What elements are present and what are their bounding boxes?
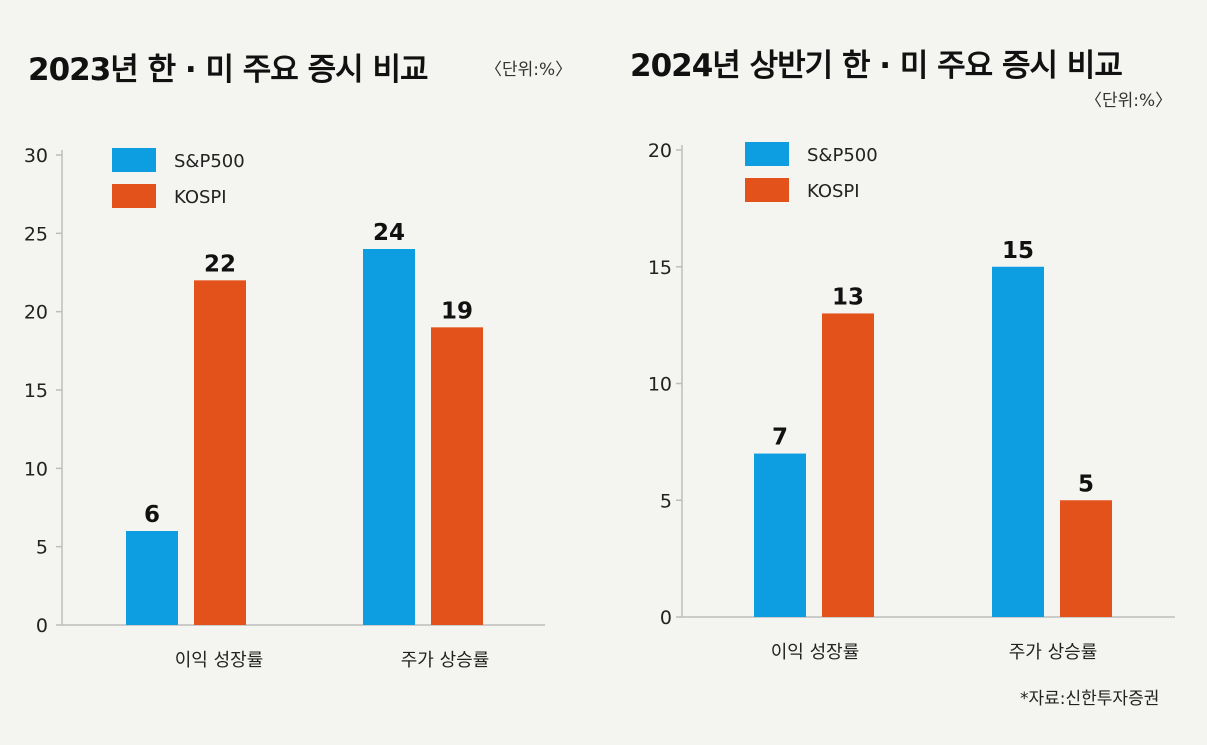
x-category-label: 이익 성장률	[771, 642, 860, 663]
legend-label: KOSPI	[807, 181, 860, 202]
bar	[126, 531, 178, 625]
bar	[431, 327, 483, 625]
bar	[363, 249, 415, 625]
chart-title-2024: 2024년 상반기 한 · 미 주요 증시 비교	[630, 48, 1123, 84]
data-label: 13	[832, 284, 864, 310]
x-category-label: 주가 상승률	[1009, 642, 1098, 663]
y-tick-label: 30	[24, 145, 48, 167]
y-tick-label: 5	[660, 490, 672, 512]
y-tick-label: 25	[24, 223, 48, 245]
y-tick-label: 20	[648, 140, 672, 162]
unit-label-2024: 〈단위:%〉	[1085, 91, 1173, 111]
y-tick-label: 20	[24, 302, 48, 324]
bar	[754, 453, 806, 617]
bar	[1060, 500, 1112, 617]
unit-label-2023: 〈단위:%〉	[485, 60, 573, 80]
x-category-label: 주가 상승률	[401, 650, 490, 671]
legend-swatch-1	[112, 184, 156, 208]
data-label: 15	[1002, 238, 1034, 264]
legend-swatch-1	[745, 178, 789, 202]
bar	[194, 280, 246, 625]
legend-swatch-0	[745, 142, 789, 166]
legend-swatch-0	[112, 148, 156, 172]
data-label: 24	[373, 220, 405, 246]
chart-title-2023: 2023년 한 · 미 주요 증시 비교	[28, 52, 428, 88]
legend-label: KOSPI	[174, 187, 227, 208]
data-label: 22	[204, 251, 236, 277]
x-category-label: 이익 성장률	[175, 650, 264, 671]
data-label: 6	[144, 502, 160, 528]
data-label: 7	[772, 425, 788, 451]
y-tick-label: 5	[36, 537, 48, 559]
source-note: *자료:신한투자증권	[1020, 689, 1160, 709]
y-tick-label: 0	[660, 607, 672, 629]
data-label: 5	[1078, 471, 1094, 497]
bar	[822, 313, 874, 617]
legend-label: S&P500	[174, 151, 245, 172]
data-label: 19	[441, 298, 473, 324]
y-tick-label: 0	[36, 615, 48, 637]
y-tick-label: 15	[24, 380, 48, 402]
legend-label: S&P500	[807, 145, 878, 166]
y-tick-label: 10	[648, 374, 672, 396]
y-tick-label: 10	[24, 458, 48, 480]
y-tick-label: 15	[648, 257, 672, 279]
bar	[992, 266, 1044, 617]
